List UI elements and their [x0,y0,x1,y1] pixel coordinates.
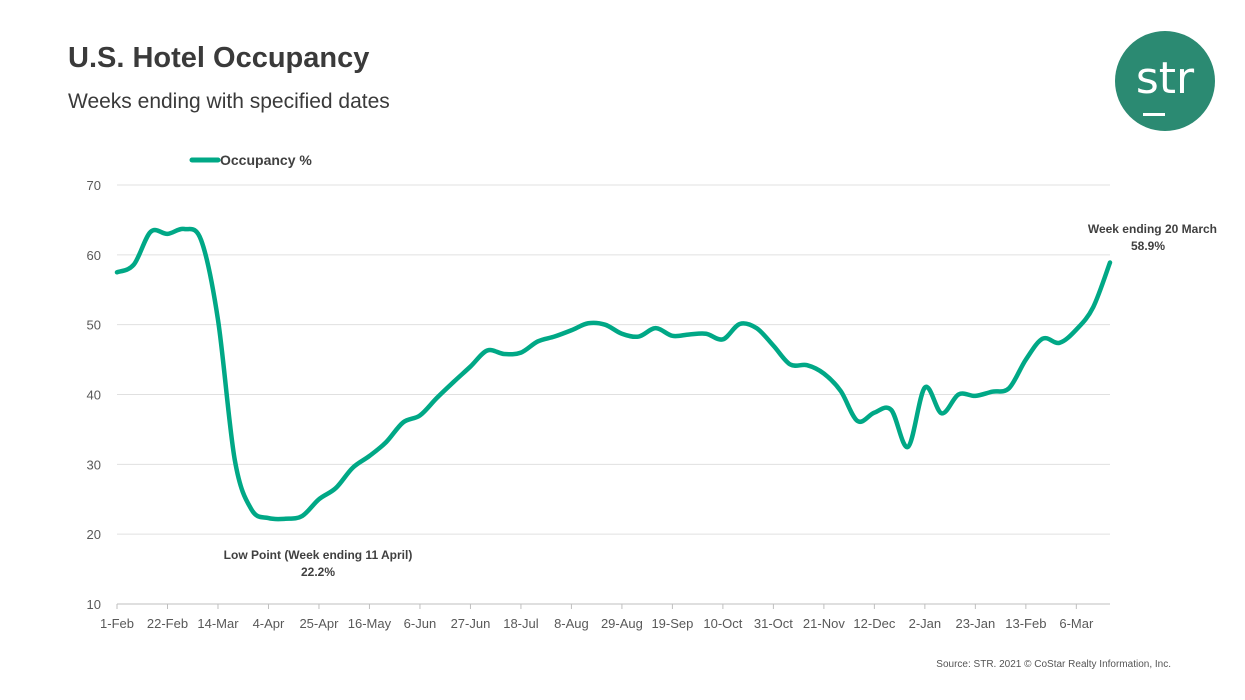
y-tick-label: 60 [87,248,101,263]
page-subtitle: Weeks ending with specified dates [68,90,390,113]
x-tick-label: 8-Aug [554,616,589,631]
x-tick-label: 19-Sep [651,616,693,631]
x-tick-label: 29-Aug [601,616,643,631]
y-tick-label: 50 [87,318,101,333]
x-tick-label: 22-Feb [147,616,188,631]
x-tick-label: 12-Dec [853,616,895,631]
x-tick-label: 23-Jan [955,616,995,631]
legend-label: Occupancy % [220,152,312,168]
page-title: U.S. Hotel Occupancy [68,42,370,74]
x-tick-label: 27-Jun [451,616,491,631]
low-point-value: 22.2% [301,565,335,579]
x-tick-label: 10-Oct [703,616,742,631]
x-tick-label: 13-Feb [1005,616,1046,631]
x-tick-label: 31-Oct [754,616,793,631]
low-point-annotation: Low Point (Week ending 11 April) [224,548,413,562]
y-tick-label: 20 [87,527,101,542]
y-tick-label: 30 [87,457,101,472]
x-tick-label: 6-Mar [1059,616,1094,631]
x-tick-label: 4-Apr [253,616,285,631]
y-tick-label: 70 [87,178,101,193]
x-tick-label: 1-Feb [100,616,134,631]
x-tick-label: 14-Mar [197,616,239,631]
logo-text: str [1135,53,1195,104]
source-note: Source: STR. 2021 © CoStar Realty Inform… [936,659,1171,670]
x-tick-label: 6-Jun [404,616,437,631]
str-logo: str [1115,31,1215,131]
latest-week-annotation: Week ending 20 March [1088,222,1217,236]
y-tick-label: 10 [87,597,101,612]
x-tick-label: 2-Jan [909,616,942,631]
y-tick-label: 40 [87,388,101,403]
occupancy-line [114,226,1113,522]
x-tick-label: 25-Apr [299,616,339,631]
x-tick-label: 18-Jul [503,616,539,631]
x-tick-label: 21-Nov [803,616,845,631]
latest-week-value: 58.9% [1131,239,1165,253]
x-tick-label: 16-May [348,616,392,631]
